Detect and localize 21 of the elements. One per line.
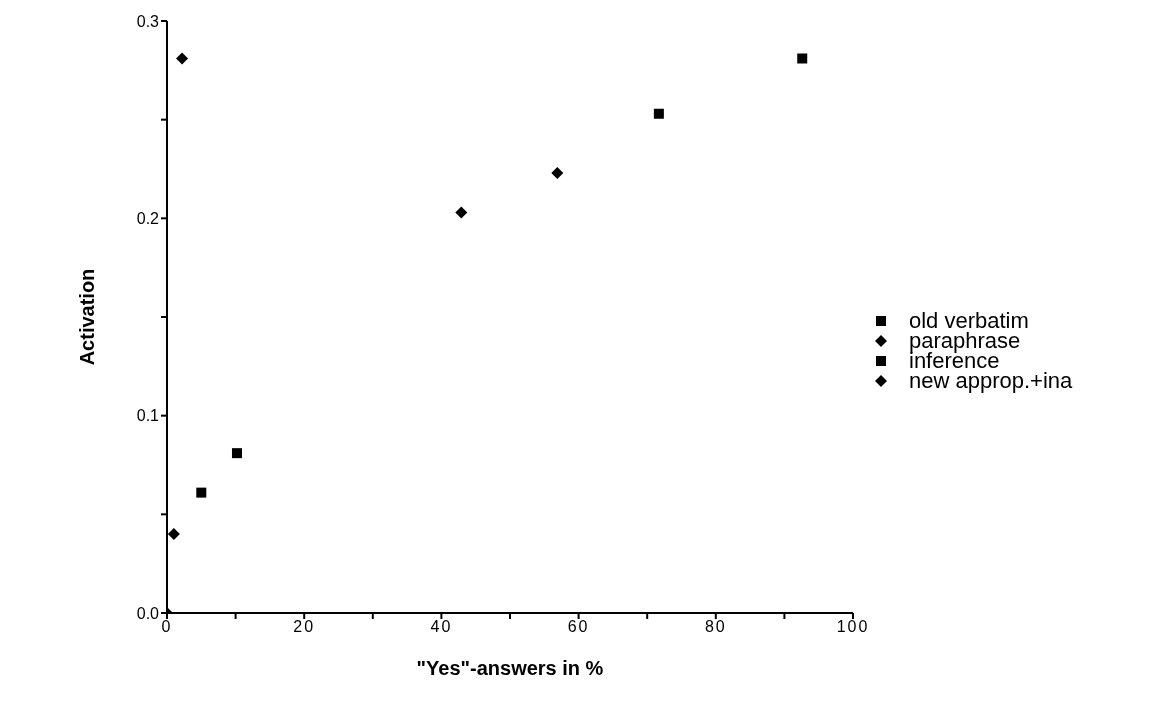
legend-label: new approp.+ina (909, 368, 1073, 393)
x-tick-label: 80 (704, 618, 727, 636)
point (167, 528, 180, 541)
point (797, 53, 808, 64)
x-axis-title: "Yes"-answers in % (416, 657, 604, 679)
x-tick-label: 20 (293, 618, 316, 636)
point (231, 448, 242, 459)
point (176, 52, 189, 65)
y-tick-label: 0.2 (136, 210, 160, 228)
x-tick-label: 40 (430, 618, 453, 636)
y-tick-label: 0.0 (136, 604, 160, 622)
y-tick-label: 0.1 (136, 407, 160, 425)
x-tick-label: 60 (567, 618, 590, 636)
point (196, 487, 207, 498)
point (653, 108, 664, 119)
x-tick-label: 100 (836, 618, 870, 636)
point (455, 206, 468, 219)
x-tick-label: 0 (161, 618, 173, 636)
y-axis-title: Activation (76, 268, 99, 366)
point (551, 166, 564, 179)
y-tick-label: 0.3 (136, 12, 160, 30)
